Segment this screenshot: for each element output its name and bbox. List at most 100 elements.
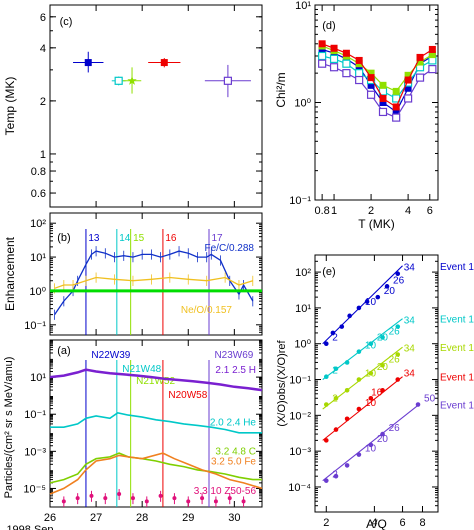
panel-b-label: (b) [57,232,70,244]
panel-d-y-ticklabel: 10¹ [295,0,311,12]
panel-d-point-15 [428,51,436,59]
panel-b-series-label-0: Fe/C/0.288 [205,243,255,254]
panel-e-point-0 [356,305,362,311]
panel-d-point-16 [367,74,375,82]
panel-a-z-point [103,496,108,501]
panel-e-point-3 [368,395,374,401]
panel-e-ylabel: (X/O)obs/(X/O)ref [276,339,288,426]
panel-e-y-ticklabel: 10⁻¹ [289,375,311,387]
panel-a-annotation-3: N20W58 [168,390,207,401]
panel-d-point-14 [329,54,339,64]
panel-e-point-4 [380,431,385,437]
panel-e-point-label-1: 34 [404,316,416,327]
panel-c-point-15 [127,75,137,85]
panel-e-point-label-4: 2 [332,470,338,481]
panel-e-point-1 [333,366,339,372]
panel-c-ylabel: Temp (MK) [3,77,17,136]
panel-e-point-label-0: 2 [332,333,338,344]
panel-a-z-point [144,499,149,504]
panel-d-point-15 [404,71,412,79]
panel-d-line-13 [321,48,433,113]
panel-d-x-ticklabel: 2 [368,205,374,217]
panel-e-y-ticklabel: 10⁻⁴ [288,482,311,494]
panel-d-point-15 [379,81,387,89]
panel-e-point-3 [380,388,385,393]
panel-e-series-label-4: Event 17 [440,401,474,412]
panel-d-point-16 [379,94,387,102]
panel-d-point-17 [428,65,437,74]
panel-b-event-label-13: 13 [88,233,100,244]
panel-a-annotation-4: N23W69 [214,350,253,361]
panel-a-x-ticklabel: 30 [228,512,240,524]
panel-d-point-15 [392,87,400,95]
panel-e-point-label-4: 26 [389,423,401,434]
panel-e-point-2 [323,402,329,407]
panel-e-point-1 [368,341,374,347]
panel-a-series-3 [49,452,263,495]
panel-e-point-1 [356,349,362,354]
panel-e-point-2 [344,388,350,393]
panel-e-point-4 [323,478,329,483]
panel-a-series-2 [49,452,262,484]
panel-a-x-ticklabel: 26 [44,512,56,524]
panel-a-ylabel: Particles/(cm² sr s MeV/amu) [3,357,15,499]
panel-a-annotation-0: N22W39 [91,350,130,361]
panel-d-x-ticklabel: 6 [427,205,433,217]
panel-e-point-3 [344,416,350,422]
panel-e-point-label-2: 20 [377,362,389,373]
panel-e-point-2 [368,370,374,376]
panel-a-label: (a) [57,345,70,357]
panel-e-point-4 [344,463,350,468]
panel-d-point-16 [404,76,412,84]
panel-a-z-point [241,499,246,504]
panel-d-point-16 [416,53,424,61]
panel-e-point-label-0: 34 [404,263,416,274]
panel-b-event-label-16: 16 [165,233,177,244]
panel-d-y-ticklabel: 10⁰ [294,98,311,110]
panel-a-y-ticklabel: 10⁻¹ [24,409,46,421]
panel-e-point-2 [380,362,385,368]
panel-e-point-label-0: 20 [384,286,396,297]
panel-a-z-point [172,496,177,501]
panel-a-x-ticklabel: 28 [136,512,148,524]
panel-e-series-label-1: Event 14 [440,315,474,326]
panel-e-point-3 [323,438,329,443]
panel-e-x-ticklabel: 6 [399,517,405,529]
panel-e-label: (e) [322,266,335,278]
panel-d-point-17 [415,73,425,82]
panel-d-point-17 [404,94,413,103]
panel-b-y-ticklabel: 10¹ [30,252,46,264]
panel-a-annotation-2: N21W52 [136,376,175,387]
panel-e-y-ticklabel: 10² [295,267,311,279]
panel-d-point-13 [355,63,363,71]
panel-c-y-ticklabel: 2 [40,96,46,108]
panel-d-point-13 [404,84,412,92]
panel-d-line-17 [321,63,433,119]
panel-c-point-14 [114,76,123,85]
panel-d-point-17 [329,63,339,72]
panel-e-point-label-4: 20 [377,434,389,445]
panel-e-point-0 [330,330,336,336]
panel-e-point-0 [339,324,345,329]
panel-e-y-ticklabel: 10¹ [295,303,311,315]
panel-e-point-label-2: 34 [404,343,416,354]
panel-d-x-ticklabel: 0.8 [314,205,329,217]
panel-c-y-ticklabel: 0.8 [31,166,46,178]
panel-b-event-label-15: 15 [133,233,145,244]
panel-d-point-16 [318,40,326,48]
panel-e-frame [314,254,439,513]
panel-e-point-label-4: 10 [365,444,377,455]
panel-d-line-16 [321,43,433,108]
panel-a-x-ticklabel: 27 [90,512,102,524]
panel-e-x-ticklabel: 4 [371,517,377,529]
panel-e-point-4 [356,452,362,457]
panel-b-y-ticklabel: 10⁰ [29,286,46,298]
panel-a-z-point [61,499,66,504]
panel-e-point-label-1: 2 [332,366,338,377]
panel-e-point-label-4: 50 [424,394,436,405]
panel-e-point-4 [415,402,421,407]
panel-e-point-0 [384,284,390,289]
panel-e-point-label-2: 26 [389,354,401,365]
panel-a-z-point [227,496,232,501]
